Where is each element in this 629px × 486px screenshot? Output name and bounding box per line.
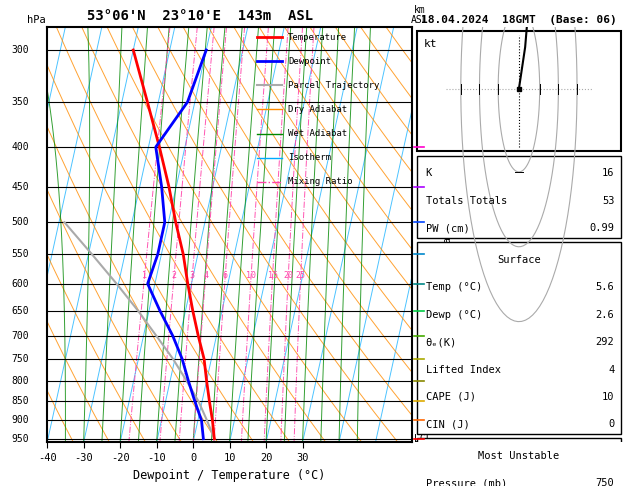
Text: 5.6: 5.6 xyxy=(596,282,615,292)
Text: Lifted Index: Lifted Index xyxy=(426,364,501,375)
Text: Dewpoint: Dewpoint xyxy=(288,57,331,66)
Text: hPa: hPa xyxy=(27,15,46,25)
Text: Dewpoint / Temperature (°C): Dewpoint / Temperature (°C) xyxy=(133,469,326,482)
Text: 0: 0 xyxy=(608,419,615,429)
Text: 20: 20 xyxy=(283,271,293,280)
Text: -2: -2 xyxy=(414,376,426,386)
Text: -4: -4 xyxy=(414,331,426,341)
Text: 700: 700 xyxy=(11,331,29,341)
Text: 600: 600 xyxy=(11,279,29,289)
Text: 900: 900 xyxy=(11,416,29,426)
Text: -6: -6 xyxy=(414,217,426,227)
Text: K: K xyxy=(426,168,431,178)
Text: Isotherm: Isotherm xyxy=(288,153,331,162)
Text: 4: 4 xyxy=(203,271,208,280)
Text: 292: 292 xyxy=(596,337,615,347)
Bar xyxy=(417,156,621,238)
Text: -7: -7 xyxy=(414,142,426,152)
Text: 500: 500 xyxy=(11,217,29,227)
Text: PW (cm): PW (cm) xyxy=(426,223,469,233)
Text: 3: 3 xyxy=(190,271,195,280)
Text: kt: kt xyxy=(423,39,437,49)
Text: Parcel Trajectory: Parcel Trajectory xyxy=(288,81,379,90)
Text: km
ASL: km ASL xyxy=(411,5,428,25)
Text: 10: 10 xyxy=(246,271,256,280)
Text: 300: 300 xyxy=(11,45,29,55)
Text: 6: 6 xyxy=(223,271,228,280)
Text: -1: -1 xyxy=(414,396,426,406)
Text: θₑ(K): θₑ(K) xyxy=(426,337,457,347)
Text: LCL: LCL xyxy=(414,434,431,444)
Text: 0.99: 0.99 xyxy=(589,223,615,233)
Text: 53: 53 xyxy=(602,196,615,206)
Text: Temperature: Temperature xyxy=(288,33,347,42)
Bar xyxy=(417,438,621,486)
Text: 1: 1 xyxy=(142,271,147,280)
Text: Most Unstable: Most Unstable xyxy=(478,451,560,461)
Text: 10: 10 xyxy=(602,392,615,402)
Text: 650: 650 xyxy=(11,306,29,316)
Text: 750: 750 xyxy=(596,478,615,486)
Text: 2.6: 2.6 xyxy=(596,310,615,320)
Text: 950: 950 xyxy=(11,434,29,444)
Text: -3: -3 xyxy=(414,354,426,364)
Text: 2: 2 xyxy=(172,271,177,280)
Text: Temp (°C): Temp (°C) xyxy=(426,282,482,292)
Text: Totals Totals: Totals Totals xyxy=(426,196,507,206)
Text: Mixing Ratio (g/kg): Mixing Ratio (g/kg) xyxy=(443,179,454,290)
Text: 15: 15 xyxy=(267,271,277,280)
Text: 25: 25 xyxy=(296,271,306,280)
Text: 16: 16 xyxy=(602,168,615,178)
Text: 850: 850 xyxy=(11,396,29,406)
Text: Dewp (°C): Dewp (°C) xyxy=(426,310,482,320)
Text: CIN (J): CIN (J) xyxy=(426,419,469,429)
Bar xyxy=(417,31,621,152)
Text: 800: 800 xyxy=(11,376,29,386)
Text: 18.04.2024  18GMT  (Base: 06): 18.04.2024 18GMT (Base: 06) xyxy=(421,15,617,25)
Text: 450: 450 xyxy=(11,182,29,192)
Text: Wet Adiabat: Wet Adiabat xyxy=(288,129,347,138)
Text: Surface: Surface xyxy=(497,255,541,265)
Text: 400: 400 xyxy=(11,142,29,152)
Text: CAPE (J): CAPE (J) xyxy=(426,392,476,402)
Text: 350: 350 xyxy=(11,97,29,107)
Text: 750: 750 xyxy=(11,354,29,364)
Text: Dry Adiabat: Dry Adiabat xyxy=(288,105,347,114)
Text: Pressure (mb): Pressure (mb) xyxy=(426,478,507,486)
Text: 550: 550 xyxy=(11,249,29,260)
Text: 4: 4 xyxy=(608,364,615,375)
Text: 53°06'N  23°10'E  143m  ASL: 53°06'N 23°10'E 143m ASL xyxy=(87,9,313,22)
Text: Mixing Ratio: Mixing Ratio xyxy=(288,177,352,186)
Bar xyxy=(417,242,621,434)
Text: -5: -5 xyxy=(414,279,426,289)
